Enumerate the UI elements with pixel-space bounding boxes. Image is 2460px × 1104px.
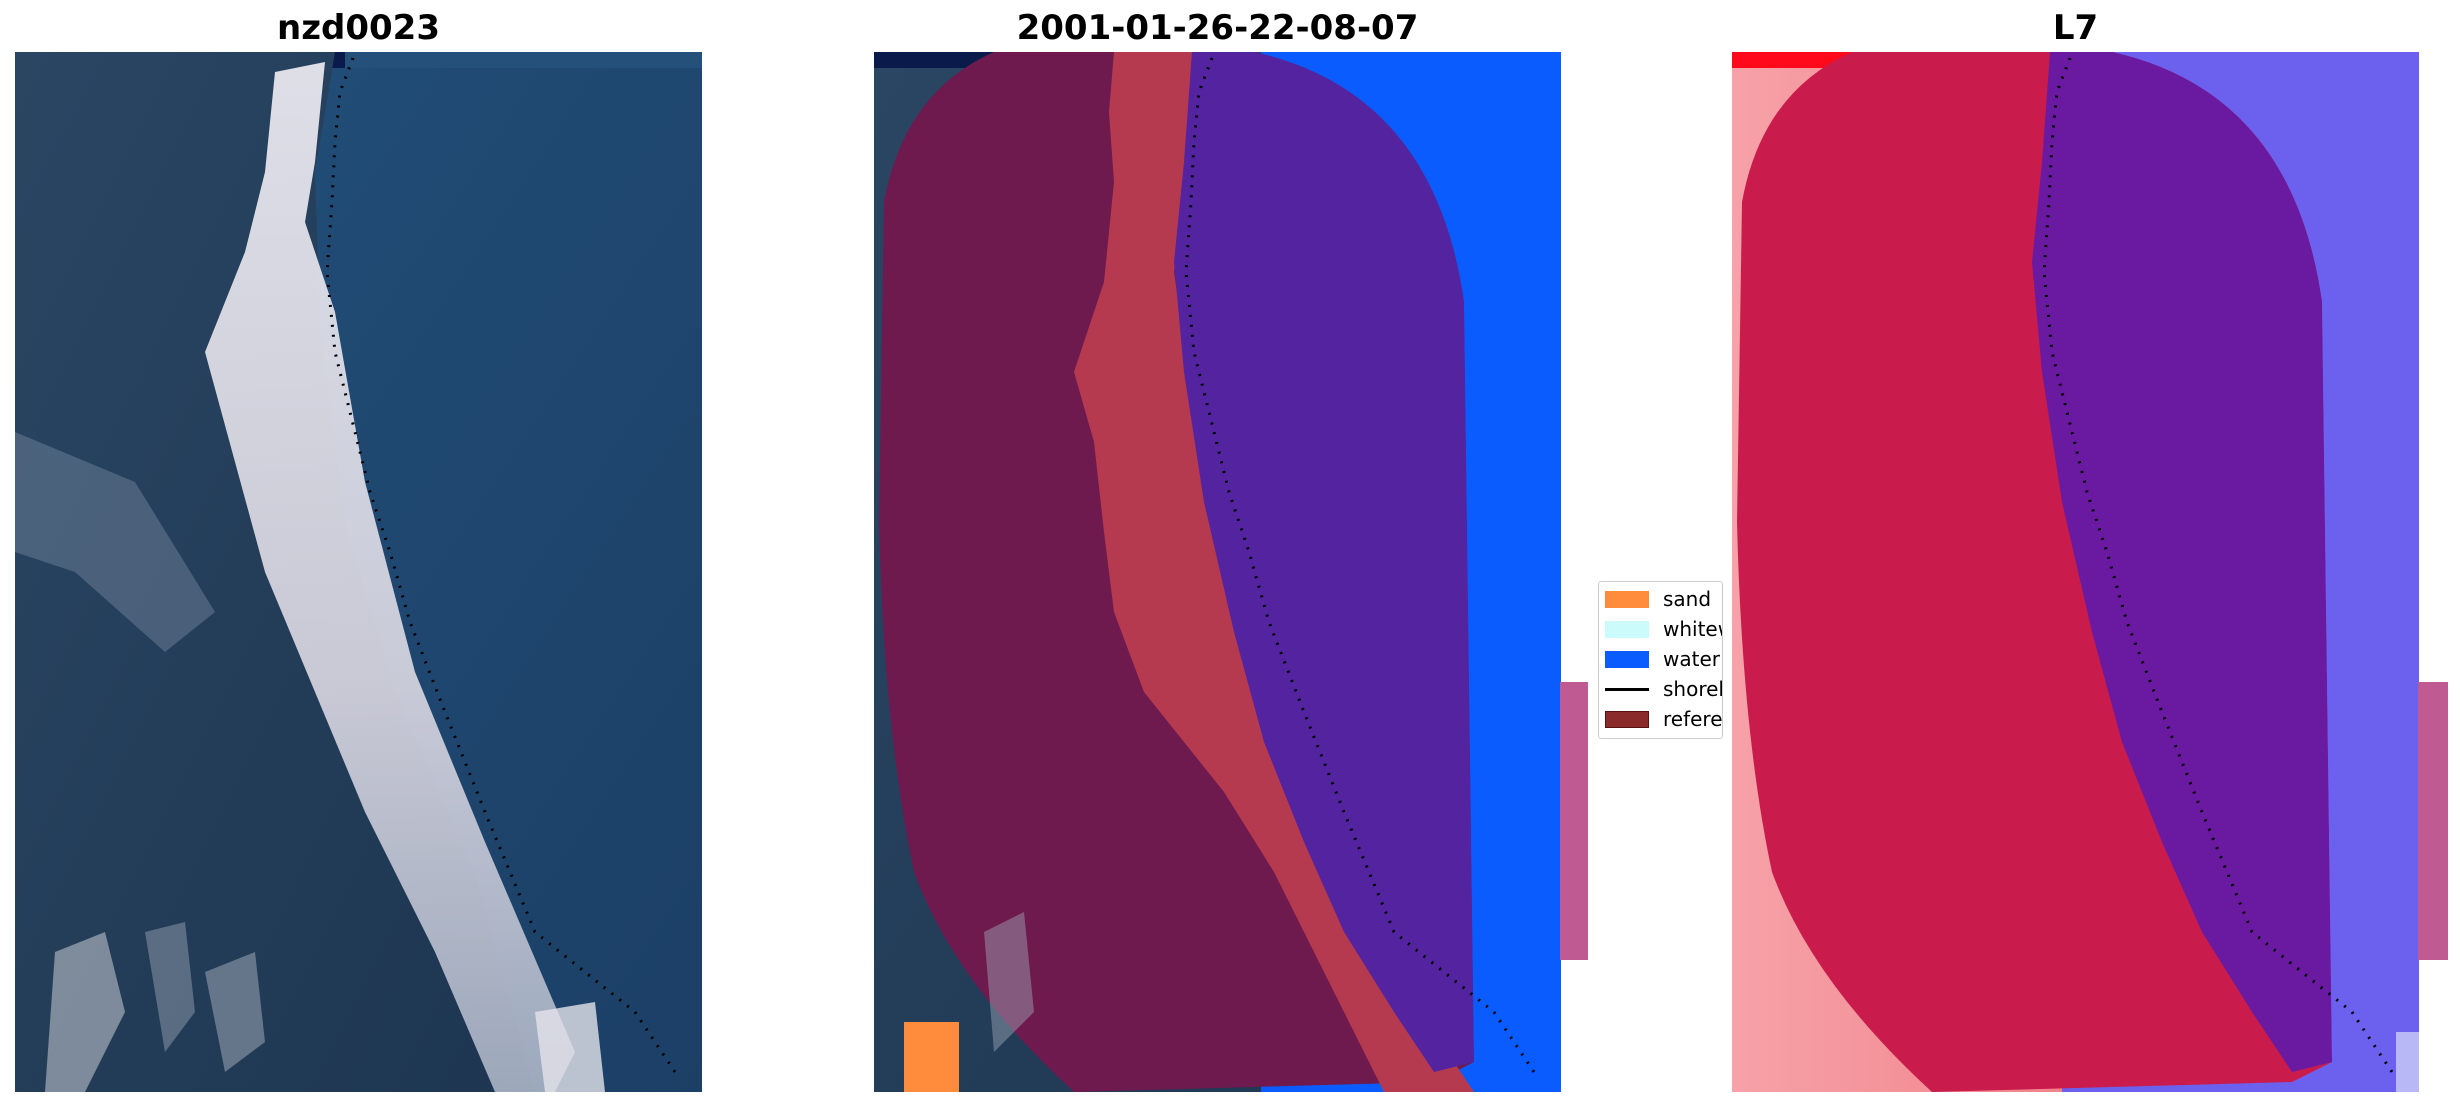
index-image bbox=[1732, 52, 2419, 1092]
legend-line-shoreline bbox=[1605, 687, 1649, 691]
legend-label-sand: sand bbox=[1663, 587, 1712, 611]
legend-label-reference: referer bbox=[1663, 707, 1723, 731]
legend-swatch-reference bbox=[1605, 710, 1649, 728]
reference-overflow-right bbox=[2418, 682, 2448, 960]
rgb-image-panel bbox=[15, 52, 702, 1092]
legend-label-water: water bbox=[1663, 647, 1720, 671]
legend-swatch-water bbox=[1605, 650, 1649, 668]
panel-title-rgb: nzd0023 bbox=[277, 8, 440, 48]
index-panel bbox=[1732, 52, 2419, 1092]
classification-panel bbox=[874, 52, 1561, 1092]
legend-item-shoreline: shorel bbox=[1605, 676, 1723, 702]
legend-swatch-whitewater bbox=[1605, 620, 1649, 638]
legend-swatch-sand bbox=[1605, 590, 1649, 608]
legend-item-sand: sand bbox=[1605, 586, 1711, 612]
panel-title-date: 2001-01-26-22-08-07 bbox=[1016, 8, 1419, 48]
reference-overflow-middle bbox=[1560, 682, 1588, 960]
panel-title-sensor: L7 bbox=[2052, 8, 2099, 48]
rgb-image bbox=[15, 52, 702, 1092]
legend-item-water: water bbox=[1605, 646, 1720, 672]
classification-image bbox=[874, 52, 1561, 1092]
legend-item-reference: referer bbox=[1605, 706, 1723, 732]
legend-label-shoreline: shorel bbox=[1663, 677, 1723, 701]
